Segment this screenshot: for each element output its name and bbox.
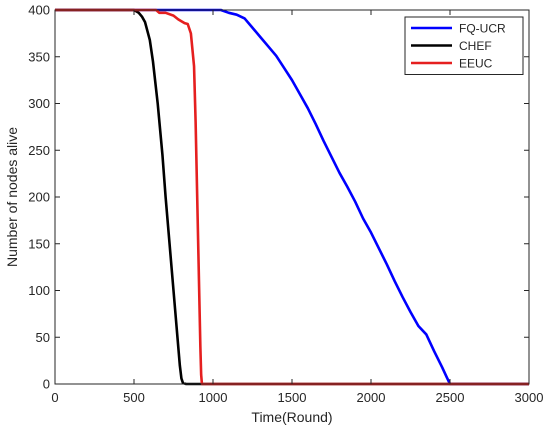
series-line-fq-ucr	[55, 8, 529, 386]
y-tick-label: 150	[28, 236, 50, 251]
y-tick-label: 250	[28, 143, 50, 158]
x-tick-label: 3000	[515, 390, 544, 405]
legend-label: FQ-UCR	[459, 22, 506, 36]
y-tick-label: 50	[36, 330, 50, 345]
series-layer	[55, 8, 529, 386]
y-tick-label: 100	[28, 283, 50, 298]
x-tick-label: 0	[51, 390, 58, 405]
legend: FQ-UCR CHEF EEUC	[404, 16, 524, 75]
x-tick-label: 1500	[278, 390, 307, 405]
y-tick-label: 0	[43, 377, 50, 392]
y-tick-label: 300	[28, 96, 50, 111]
legend-label: EEUC	[459, 57, 493, 71]
x-tick-label: 1000	[199, 390, 228, 405]
x-tick-label: 500	[123, 390, 145, 405]
y-tick-label: 350	[28, 49, 50, 64]
x-tick-label: 2000	[357, 390, 386, 405]
series-line-eeuc	[55, 8, 529, 386]
x-axis-title: Time(Round)	[251, 409, 332, 425]
y-tick-label: 400	[28, 3, 50, 18]
y-tick-label: 200	[28, 190, 50, 205]
series-line-chef	[55, 8, 529, 386]
ticks-layer: 0 500 1000 1500 2000 2500 3000 0 50 100 150 200 250 3…	[28, 3, 543, 406]
legend-label: CHEF	[459, 39, 492, 53]
x-tick-label: 2500	[436, 390, 465, 405]
y-axis-title: Number of nodes alive	[4, 127, 20, 267]
